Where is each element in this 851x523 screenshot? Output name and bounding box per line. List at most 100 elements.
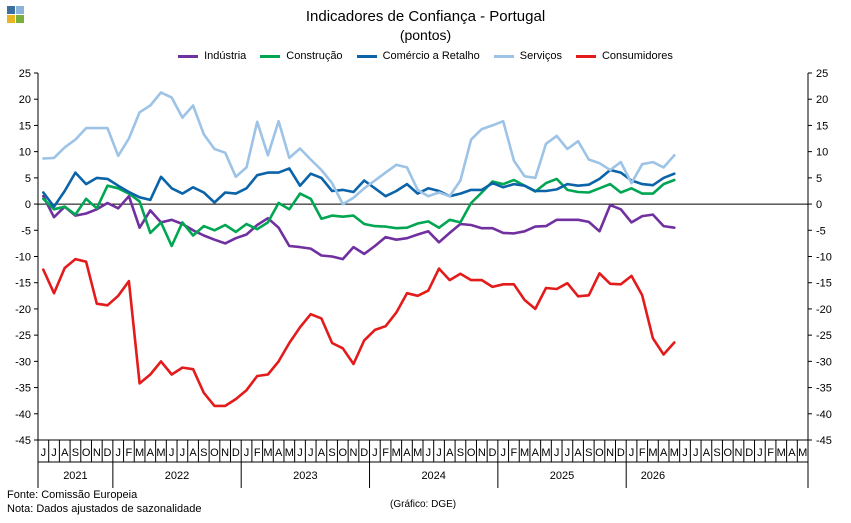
month-label: S — [200, 447, 207, 459]
month-label: N — [93, 447, 101, 459]
month-label: A — [574, 447, 582, 459]
month-label: J — [629, 447, 635, 459]
legend-swatch-2 — [356, 54, 377, 58]
chart-title: Indicadores de Confiança - Portugal — [305, 8, 546, 25]
month-label: O — [595, 447, 604, 459]
y-tick-label-right: 0 — [816, 199, 822, 211]
month-label: M — [520, 447, 529, 459]
month-label: A — [275, 447, 283, 459]
month-label: J — [372, 447, 378, 459]
month-label: M — [777, 447, 786, 459]
month-label: J — [693, 447, 699, 459]
month-label: J — [41, 447, 47, 459]
month-label: O — [339, 447, 348, 459]
month-label: D — [104, 447, 112, 459]
legend-swatch-1 — [260, 54, 281, 58]
month-label: M — [670, 447, 679, 459]
month-label: S — [328, 447, 335, 459]
month-label: A — [403, 447, 411, 459]
month-label: J — [180, 447, 186, 459]
y-tick-label-right: 15 — [816, 120, 828, 132]
legend-label-4: Consumidores — [601, 50, 673, 62]
y-tick-label-right: -15 — [816, 278, 832, 290]
month-label: J — [297, 447, 303, 459]
month-label: J — [169, 447, 175, 459]
month-label: J — [554, 447, 560, 459]
month-label: M — [392, 447, 401, 459]
month-label: F — [126, 447, 133, 459]
month-label: J — [51, 447, 57, 459]
month-label: J — [565, 447, 571, 459]
month-label: J — [115, 447, 121, 459]
y-tick-label-left: 10 — [19, 147, 31, 159]
month-label: S — [72, 447, 79, 459]
month-label: N — [221, 447, 229, 459]
y-tick-label-right: -10 — [816, 252, 832, 264]
month-label: N — [350, 447, 358, 459]
legend-label-0: Indústria — [204, 50, 247, 62]
month-label: D — [360, 447, 368, 459]
y-tick-label-left: -15 — [15, 278, 31, 290]
month-label: M — [648, 447, 657, 459]
logo-square-1 — [7, 6, 15, 14]
y-tick-label-left: -25 — [15, 330, 31, 342]
month-label: F — [254, 447, 261, 459]
month-label: M — [285, 447, 294, 459]
legend-item-0: Indústria — [178, 50, 246, 62]
legend-label-3: Serviços — [519, 50, 562, 62]
month-label: J — [682, 447, 688, 459]
series-line-ind-stria — [41, 194, 676, 261]
month-label: O — [724, 447, 733, 459]
legend-item-3: Serviços — [493, 50, 562, 62]
y-tick-label-left: -20 — [15, 304, 31, 316]
month-label: M — [413, 447, 422, 459]
month-label: N — [478, 447, 486, 459]
month-label: O — [467, 447, 476, 459]
month-label: A — [61, 447, 69, 459]
month-label: O — [82, 447, 91, 459]
month-label: A — [147, 447, 155, 459]
chart-credit: (Gráfico: DGE) — [390, 499, 457, 510]
y-tick-label-right: -40 — [816, 409, 832, 421]
series-line-com-rcio-a-retalho — [41, 167, 676, 208]
month-label: M — [541, 447, 550, 459]
month-label: S — [713, 447, 720, 459]
legend-swatch-4 — [575, 54, 596, 58]
y-tick-label-right: -30 — [816, 356, 832, 368]
legend-swatch-0 — [178, 54, 199, 58]
y-tick-label-right: 10 — [816, 147, 828, 159]
y-tick-label-right: 20 — [816, 94, 828, 106]
month-label: J — [436, 447, 442, 459]
month-label: A — [189, 447, 197, 459]
month-label: S — [585, 447, 592, 459]
y-tick-label-left: -10 — [15, 252, 31, 264]
y-tick-label-left: -30 — [15, 356, 31, 368]
y-tick-label-right: 25 — [816, 68, 828, 80]
legend-item-4: Consumidores — [575, 50, 673, 62]
month-label: O — [210, 447, 219, 459]
dge-logo — [7, 6, 25, 24]
month-label: D — [489, 447, 497, 459]
y-tick-label-right: -45 — [816, 435, 832, 447]
month-label: A — [532, 447, 540, 459]
year-label: 2021 — [63, 470, 87, 482]
seasonal-note: Nota: Dados ajustados de sazonalidade — [7, 503, 202, 515]
month-label: M — [263, 447, 272, 459]
y-tick-label-left: 15 — [19, 120, 31, 132]
source-note: Fonte: Comissão Europeia — [7, 489, 138, 501]
month-label: M — [798, 447, 807, 459]
y-tick-label-left: -35 — [15, 383, 31, 395]
month-label: F — [767, 447, 774, 459]
legend-swatch-3 — [493, 54, 514, 58]
logo-square-2 — [16, 6, 24, 14]
month-label: D — [232, 447, 240, 459]
chart-legend: Indústria Construção Comércio a Retalho Ser… — [0, 50, 851, 62]
legend-label-2: Comércio a Retalho — [382, 50, 480, 62]
y-tick-label-left: 5 — [25, 173, 31, 185]
y-tick-label-left: 20 — [19, 94, 31, 106]
month-label: A — [703, 447, 711, 459]
legend-item-1: Construção — [260, 50, 343, 62]
month-label: A — [446, 447, 454, 459]
month-label: J — [500, 447, 506, 459]
